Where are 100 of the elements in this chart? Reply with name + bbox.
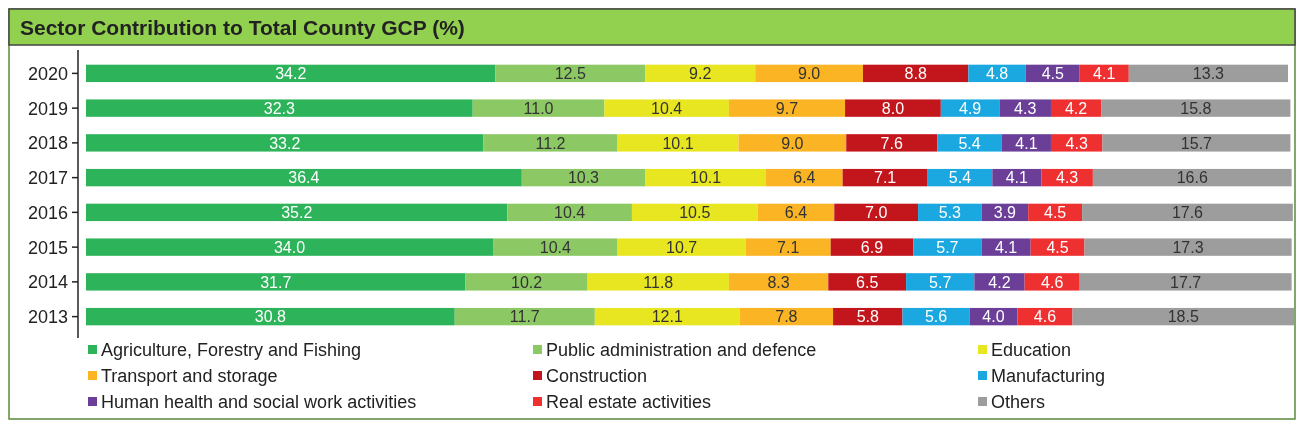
- legend-label: Public administration and defence: [546, 340, 817, 361]
- data-label: 9.0: [798, 65, 821, 83]
- bar: [645, 168, 767, 187]
- legend-label: Others: [991, 392, 1046, 413]
- data-label: 6.4: [793, 169, 816, 187]
- data-label: 13.3: [1192, 65, 1225, 83]
- data-label: 11.0: [523, 99, 554, 117]
- data-label: 4.5: [1044, 204, 1067, 222]
- bar: [1082, 203, 1293, 222]
- data-label: 4.1: [1005, 169, 1029, 187]
- data-label: 11.2: [535, 134, 566, 152]
- data-label: 4.9: [959, 99, 982, 117]
- bar: [604, 99, 729, 117]
- bar: [738, 134, 847, 152]
- data-label: 10.3: [567, 169, 600, 187]
- bar: [1102, 134, 1291, 152]
- data-label: 10.5: [679, 204, 711, 222]
- data-label: 17.3: [1172, 238, 1204, 256]
- data-label: 34.0: [273, 238, 306, 256]
- data-label: 30.8: [254, 308, 287, 326]
- bar: [86, 134, 484, 152]
- data-label: 7.1: [777, 238, 800, 256]
- bar: [906, 273, 975, 291]
- data-label: 7.8: [775, 308, 798, 326]
- bar: [483, 134, 618, 152]
- data-label: 16.6: [1176, 169, 1208, 187]
- bar: [465, 273, 588, 291]
- data-label: 5.8: [856, 308, 880, 326]
- bar: [828, 273, 907, 291]
- data-label: 5.7: [936, 238, 959, 256]
- data-label: 8.0: [881, 99, 905, 117]
- y-tick-label: 2014: [27, 272, 68, 293]
- data-label: 10.1: [662, 134, 694, 152]
- bar: [454, 307, 595, 326]
- data-label: 34.2: [275, 65, 307, 83]
- data-label: 10.2: [511, 273, 543, 291]
- bar: [728, 273, 829, 291]
- data-label: 4.2: [1064, 99, 1088, 117]
- data-label: 4.6: [1041, 273, 1064, 291]
- chart-title: Sector Contribution to Total County GCP (%): [20, 15, 465, 39]
- data-label: 15.8: [1180, 99, 1212, 117]
- bar: [728, 99, 846, 117]
- bar: [86, 203, 508, 222]
- data-label: 4.3: [1065, 134, 1088, 152]
- data-label: 33.2: [269, 134, 301, 152]
- data-label: 5.3: [938, 204, 962, 222]
- data-label: 6.9: [860, 238, 884, 256]
- data-label: 15.7: [1180, 134, 1213, 152]
- data-label: 17.7: [1170, 273, 1202, 291]
- data-label: 36.4: [288, 169, 320, 187]
- data-label: 9.7: [775, 99, 799, 117]
- legend-label: Human health and social work activities: [101, 392, 417, 413]
- data-label: 7.1: [874, 169, 897, 187]
- data-label: 5.4: [948, 169, 972, 187]
- bar: [745, 238, 831, 256]
- bar: [1024, 273, 1080, 291]
- legend-label: Construction: [546, 366, 648, 387]
- data-label: 17.6: [1171, 204, 1204, 222]
- bar: [86, 99, 473, 117]
- data-label: 4.6: [1033, 308, 1057, 326]
- data-label: 6.5: [856, 273, 879, 291]
- bar: [86, 238, 494, 256]
- data-label: 5.4: [958, 134, 981, 152]
- data-label: 5.6: [924, 308, 948, 326]
- bar: [999, 99, 1051, 117]
- data-label: 18.5: [1167, 308, 1199, 326]
- data-label: 4.5: [1041, 65, 1064, 83]
- data-label: 4.3: [1056, 169, 1079, 187]
- data-label: 9.0: [781, 134, 804, 152]
- data-label: 12.5: [554, 65, 586, 83]
- data-label: 10.4: [554, 204, 586, 222]
- data-label: 10.4: [651, 99, 683, 117]
- data-label: 4.3: [1014, 99, 1037, 117]
- bar: [1079, 273, 1292, 291]
- data-label: 32.3: [263, 99, 296, 117]
- data-label: 8.3: [767, 273, 790, 291]
- bar: [1092, 168, 1292, 187]
- data-label: 4.1: [1093, 65, 1116, 83]
- data-label: 4.2: [988, 273, 1011, 291]
- y-tick-label: 2013: [27, 307, 68, 328]
- data-label: 6.4: [784, 204, 808, 222]
- data-label: 31.7: [260, 273, 292, 291]
- bar: [834, 203, 919, 222]
- y-tick-label: 2017: [27, 168, 68, 189]
- data-label: 4.5: [1046, 238, 1069, 256]
- bar: [845, 99, 941, 117]
- bar: [507, 203, 632, 222]
- data-label: 10.4: [539, 238, 571, 256]
- data-label: 10.1: [689, 169, 722, 187]
- bar: [617, 134, 739, 152]
- legend-label: Education: [991, 340, 1072, 361]
- bar: [1072, 307, 1294, 326]
- bar: [1084, 238, 1292, 256]
- y-tick-label: 2019: [27, 98, 68, 119]
- data-label: 4.1: [994, 238, 1018, 256]
- data-label: 11.8: [643, 273, 674, 291]
- data-label: 7.6: [880, 134, 903, 152]
- legend-label: Transport and storage: [101, 366, 278, 387]
- bar: [755, 64, 863, 83]
- bar: [631, 203, 758, 222]
